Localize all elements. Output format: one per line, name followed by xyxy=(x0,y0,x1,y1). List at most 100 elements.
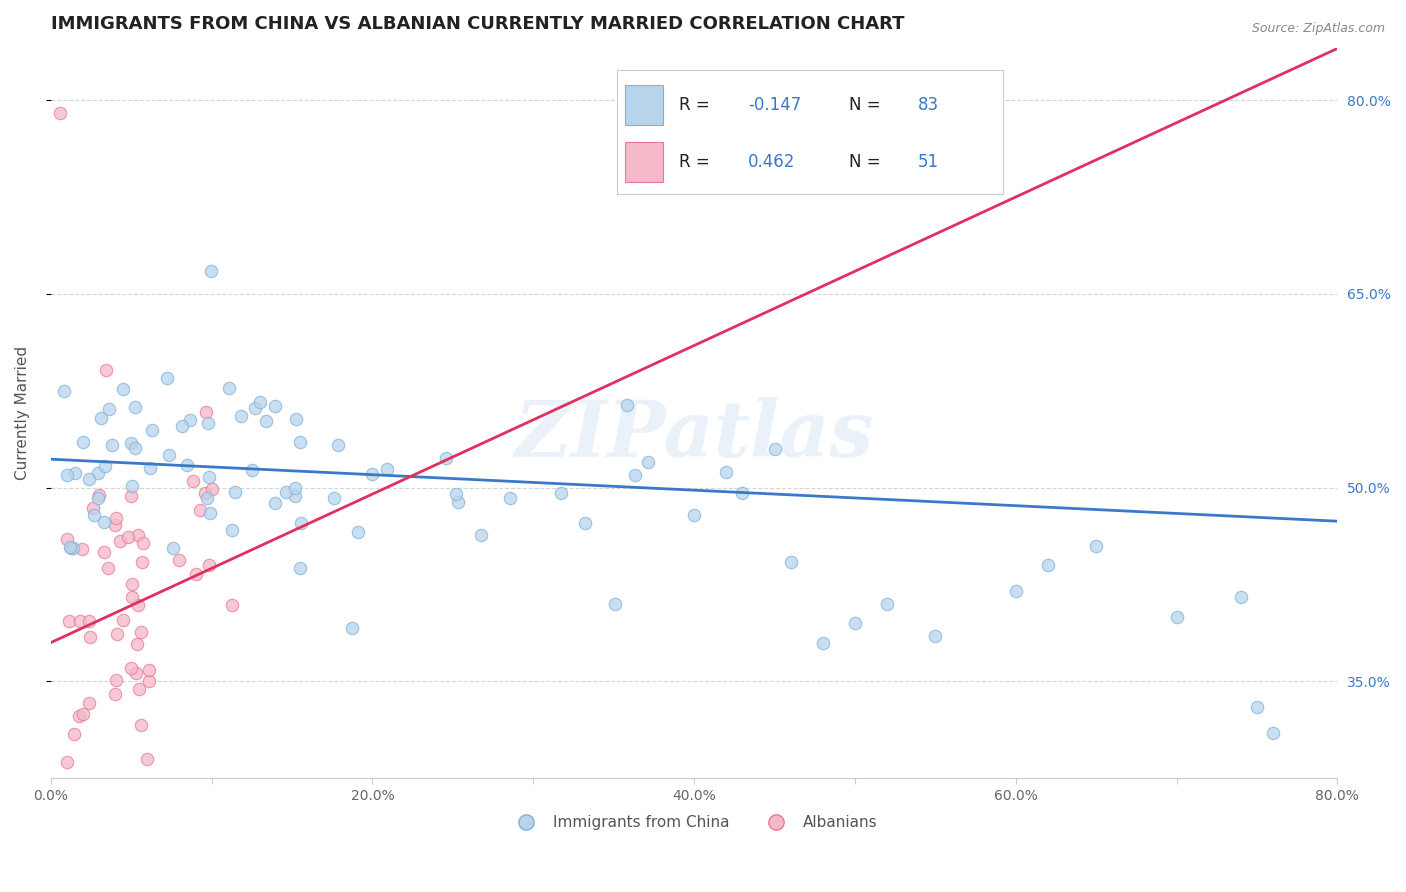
Point xyxy=(131,555,153,569)
Point xyxy=(108,534,131,549)
Point xyxy=(184,566,207,581)
Point xyxy=(844,616,866,631)
Point xyxy=(444,487,467,501)
Point xyxy=(264,496,287,510)
Point xyxy=(200,264,222,278)
Point xyxy=(87,491,110,505)
Point xyxy=(1166,609,1188,624)
Point xyxy=(87,488,110,502)
Point xyxy=(112,382,135,396)
Point xyxy=(434,451,457,466)
Point xyxy=(87,467,110,481)
Point xyxy=(249,395,271,409)
Point xyxy=(218,381,240,395)
Point xyxy=(82,501,104,516)
Point xyxy=(77,614,100,628)
Point xyxy=(117,530,139,544)
Point xyxy=(763,442,786,457)
Point xyxy=(375,462,398,476)
Point xyxy=(120,661,142,675)
Point xyxy=(127,599,149,613)
Point xyxy=(93,459,115,474)
Point xyxy=(637,455,659,469)
Point xyxy=(97,402,120,417)
Point xyxy=(101,438,124,452)
Point xyxy=(603,597,626,611)
Point xyxy=(195,491,218,505)
Point xyxy=(876,597,898,611)
Point xyxy=(499,491,522,506)
Point xyxy=(70,541,93,556)
Point xyxy=(56,756,79,770)
Point xyxy=(1085,539,1108,553)
Point xyxy=(77,697,100,711)
Point xyxy=(79,472,101,486)
Point xyxy=(83,508,105,522)
Point xyxy=(131,536,153,550)
Point xyxy=(1036,558,1059,573)
Text: IMMIGRANTS FROM CHINA VS ALBANIAN CURRENTLY MARRIED CORRELATION CHART: IMMIGRANTS FROM CHINA VS ALBANIAN CURREN… xyxy=(51,15,904,33)
Point xyxy=(93,515,115,529)
Point xyxy=(263,399,285,413)
Point xyxy=(128,682,150,697)
Point xyxy=(1261,726,1284,740)
Point xyxy=(221,523,243,537)
Point xyxy=(72,435,94,450)
Point xyxy=(79,630,101,644)
Point xyxy=(127,528,149,542)
Point xyxy=(811,635,834,649)
Point xyxy=(181,475,204,489)
Point xyxy=(53,384,76,399)
Point xyxy=(129,625,152,640)
Point xyxy=(224,484,246,499)
Point xyxy=(731,486,754,500)
Point xyxy=(90,411,112,425)
Y-axis label: Currently Married: Currently Married xyxy=(15,346,30,481)
Point xyxy=(197,416,219,430)
Point xyxy=(243,401,266,416)
Point xyxy=(284,412,307,426)
Point xyxy=(56,532,79,546)
Point xyxy=(284,489,307,503)
Point xyxy=(129,718,152,732)
Point xyxy=(347,524,370,539)
Point xyxy=(194,404,217,418)
Point xyxy=(121,577,143,591)
Point xyxy=(179,412,201,426)
Point xyxy=(104,511,127,525)
Point xyxy=(121,436,143,450)
Point xyxy=(112,614,135,628)
Point xyxy=(328,438,350,452)
Text: Source: ZipAtlas.com: Source: ZipAtlas.com xyxy=(1251,22,1385,36)
Point xyxy=(56,467,79,482)
Point xyxy=(60,541,83,556)
Point xyxy=(136,752,159,766)
Text: ZIPatlas: ZIPatlas xyxy=(515,397,873,474)
Point xyxy=(200,506,222,520)
Point xyxy=(231,409,253,424)
Point xyxy=(138,673,160,688)
Point xyxy=(1230,591,1253,605)
Point xyxy=(124,442,146,456)
Point xyxy=(1246,700,1268,714)
Point xyxy=(58,614,80,628)
Point xyxy=(188,502,211,516)
Point xyxy=(69,614,91,628)
Legend: Immigrants from China, Albanians: Immigrants from China, Albanians xyxy=(505,809,884,837)
Point xyxy=(62,541,84,555)
Point xyxy=(288,561,311,575)
Point xyxy=(63,466,86,480)
Point xyxy=(125,665,148,680)
Point xyxy=(197,470,219,484)
Point xyxy=(169,553,191,567)
Point xyxy=(104,673,127,688)
Point xyxy=(141,423,163,437)
Point xyxy=(574,516,596,531)
Point xyxy=(274,484,297,499)
Point xyxy=(288,435,311,450)
Point xyxy=(94,363,117,377)
Point xyxy=(155,371,177,385)
Point xyxy=(340,621,363,635)
Point xyxy=(49,106,72,120)
Point xyxy=(1004,583,1026,598)
